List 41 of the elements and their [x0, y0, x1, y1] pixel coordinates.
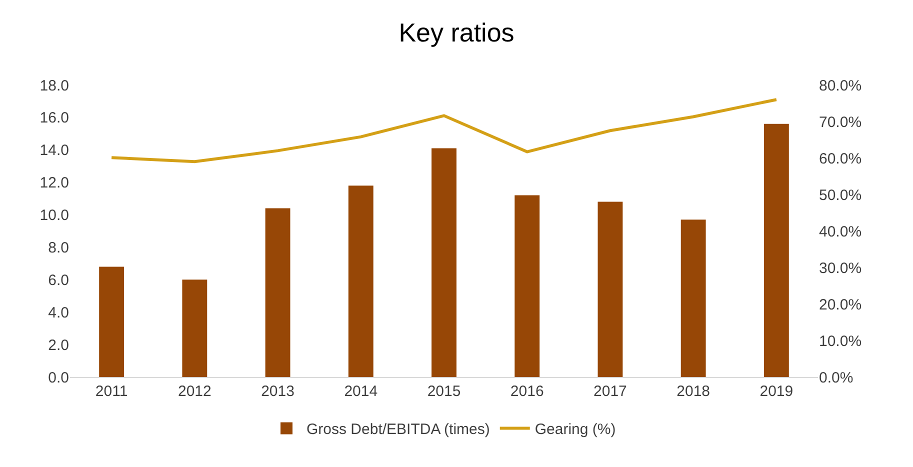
x-tick-label: 2013: [261, 383, 294, 400]
bar: [432, 148, 456, 377]
legend-label: Gross Debt/EBITDA (times): [306, 421, 490, 438]
bar: [764, 124, 789, 377]
y2-tick-label: 40.0%: [819, 223, 862, 240]
y2-tick-label: 80.0%: [819, 77, 862, 94]
y-tick-label: 10.0: [40, 207, 69, 224]
bar: [598, 202, 623, 377]
y-tick-label: 14.0: [40, 142, 69, 160]
y-tick-label: 12.0: [40, 174, 69, 192]
x-tick-label: 2016: [510, 383, 544, 400]
x-tick-label: 2011: [95, 383, 128, 400]
y-tick-label: 16.0: [40, 110, 69, 127]
x-tick-label: 2019: [760, 383, 794, 400]
y2-tick-label: 20.0%: [819, 296, 862, 314]
x-tick-label: 2017: [594, 383, 627, 400]
bar: [182, 280, 208, 377]
chart-title: Key ratios: [398, 18, 514, 48]
bar: [265, 208, 290, 377]
x-tick-label: 2018: [676, 383, 710, 400]
y-tick-label: 18.0: [40, 77, 69, 94]
y-tick-label: 8.0: [48, 239, 69, 256]
y-tick-label: 0.0: [48, 369, 69, 386]
y-tick-label: 4.0: [48, 304, 69, 322]
y2-tick-label: 70.0%: [819, 114, 862, 131]
bar: [680, 220, 706, 377]
y-tick-label: 6.0: [48, 272, 69, 289]
x-tick-label: 2012: [178, 383, 212, 400]
y2-tick-label: 60.0%: [819, 150, 862, 168]
y2-tick-label: 50.0%: [819, 186, 862, 204]
y-tick-label: 2.0: [48, 336, 69, 354]
bar: [514, 195, 540, 377]
x-tick-label: 2014: [344, 383, 378, 400]
y2-tick-label: 0.0%: [819, 369, 854, 386]
bar: [348, 186, 374, 377]
bar: [99, 266, 124, 377]
legend-label: Gearing (%): [534, 421, 616, 438]
line-series: [110, 98, 778, 164]
y2-tick-label: 30.0%: [819, 260, 862, 277]
x-tick-label: 2015: [427, 383, 461, 400]
y2-tick-label: 10.0%: [819, 332, 862, 350]
